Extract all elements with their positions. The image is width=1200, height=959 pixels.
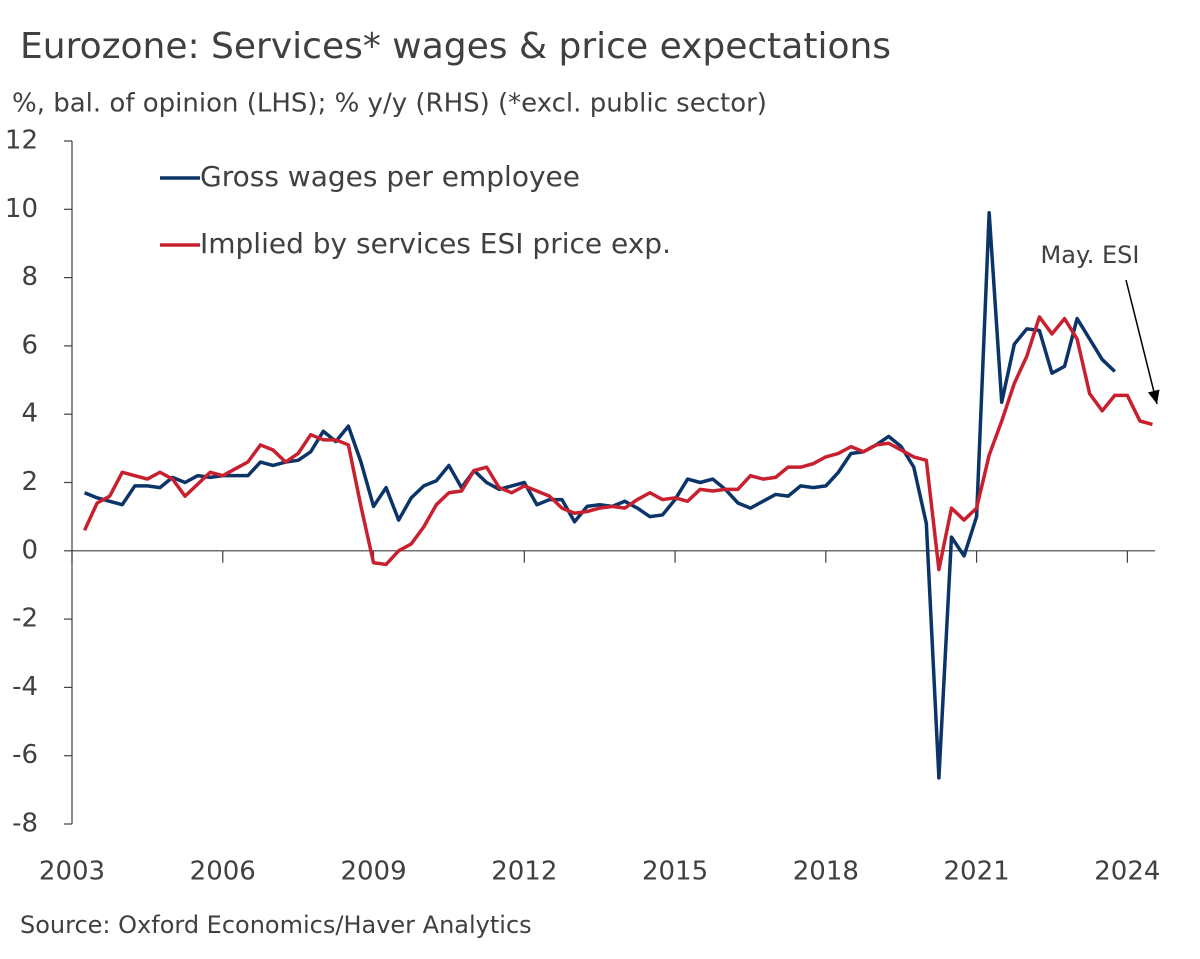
legend-label: Gross wages per employee (200, 160, 580, 193)
chart-subtitle: %, bal. of opinion (LHS); % y/y (RHS) (*… (12, 89, 767, 119)
series-line (82, 315, 1153, 572)
y-tick-label: -2 (12, 604, 38, 634)
x-tick-label: 2015 (642, 857, 708, 887)
x-tick-label: 2006 (190, 857, 256, 887)
x-tick-label: 2024 (1094, 857, 1160, 887)
chart-title: Eurozone: Services* wages & price expect… (20, 26, 891, 67)
x-tick-label: 2003 (39, 857, 105, 887)
x-tick-label: 2009 (340, 857, 406, 887)
series-line (83, 210, 1117, 780)
y-tick-label: 10 (5, 194, 38, 224)
annotation: May. ESI (1041, 241, 1140, 269)
y-tick-label: 2 (21, 467, 38, 497)
annotation-arrow (1125, 279, 1160, 405)
x-tick-label: 2012 (491, 857, 557, 887)
y-tick-label: 12 (5, 126, 38, 156)
x-tick-label: 2018 (793, 857, 859, 887)
y-tick-label: 6 (21, 330, 38, 360)
y-tick-label: 8 (21, 262, 38, 292)
y-tick-label: -4 (12, 672, 38, 702)
source-note: Source: Oxford Economics/Haver Analytics (20, 911, 532, 939)
y-tick-label: -6 (12, 740, 38, 770)
legend-label: Implied by services ESI price exp. (200, 227, 671, 260)
y-tick-label: -8 (12, 809, 38, 839)
x-tick-label: 2021 (944, 857, 1010, 887)
y-tick-label: 4 (21, 399, 38, 429)
y-tick-label: 0 (21, 535, 38, 565)
